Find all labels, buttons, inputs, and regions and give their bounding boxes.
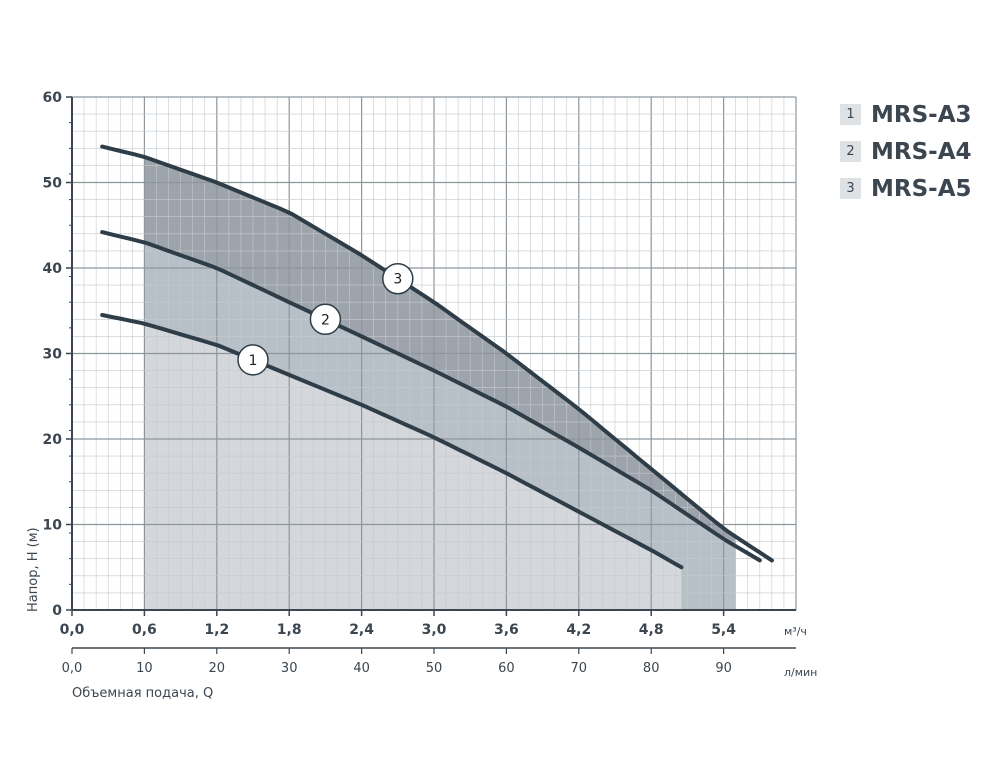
x2-tick-label: 10 [136, 661, 153, 676]
y-tick-label: 60 [43, 90, 63, 106]
legend-label: MRS-A3 [871, 101, 972, 128]
grid [71, 96, 797, 611]
x-tick-label: 0,6 [132, 622, 157, 638]
x-tick-label: 3,0 [422, 622, 447, 638]
y-tick-label: 10 [43, 518, 63, 534]
curve-marker-label: 3 [393, 272, 402, 288]
x2-tick-label: 40 [353, 661, 370, 676]
x2-tick-label: 80 [643, 661, 660, 676]
x2-tick-label: 60 [498, 661, 515, 676]
legend-number-box: 2 [840, 141, 861, 162]
y-tick-label: 50 [43, 176, 63, 192]
x-tick-label: 4,2 [566, 622, 591, 638]
x-tick-label: 5,4 [711, 622, 736, 638]
curve-marker-label: 2 [321, 312, 330, 328]
x-tick-label: 1,2 [204, 622, 229, 638]
x2-unit-label: л/мин [784, 666, 817, 679]
x2-tick-label: 70 [571, 661, 588, 676]
legend-label: MRS-A4 [871, 138, 972, 165]
x-tick-label: 0,0 [60, 622, 85, 638]
curve-markers: 1 2 3 [237, 262, 414, 376]
curve-marker-label: 1 [249, 353, 258, 369]
curves [100, 144, 774, 570]
curve-MRS-A4 [100, 230, 762, 563]
curve-MRS-A5 [100, 144, 774, 563]
x2-tick-label: 20 [209, 661, 226, 676]
y-axis-label: Напор, H (м) [26, 527, 41, 612]
x-unit-label: м³/ч [784, 625, 807, 638]
legend-number-box: 1 [840, 104, 861, 125]
legend-item: 1 MRS-A3 [840, 96, 972, 133]
shade-area-1 [144, 323, 682, 610]
curve-marker-2 [309, 303, 342, 336]
x2-tick-label: 30 [281, 661, 298, 676]
legend-label: MRS-A5 [871, 175, 972, 202]
tick-labels: 0 10 20 30 40 50 60 0,0 0,6 1,2 1,8 2,4 3,0 3,6 4,2 4,8… [43, 90, 737, 676]
y-tick-label: 30 [43, 347, 63, 363]
x2-tick-label: 0,0 [62, 661, 83, 676]
x-tick-label: 3,6 [494, 622, 519, 638]
x2-tick-label: 90 [715, 661, 732, 676]
legend-item: 2 MRS-A4 [840, 133, 972, 170]
curve-marker-1 [237, 344, 269, 376]
x2-tick-label: 50 [426, 661, 443, 676]
y-tick-label: 40 [43, 261, 63, 277]
x-tick-label: 2,4 [349, 622, 374, 638]
y-tick-label: 20 [43, 432, 63, 448]
curve-marker-3 [382, 262, 414, 295]
x-axis-label: Объемная подача, Q [72, 686, 213, 701]
legend-item: 3 MRS-A5 [840, 170, 972, 207]
legend: 1 MRS-A3 2 MRS-A4 3 MRS-A5 [840, 96, 972, 207]
y-tick-label: 0 [52, 603, 62, 619]
legend-number-box: 3 [840, 178, 861, 199]
x-tick-label: 1,8 [277, 622, 302, 638]
curve-MRS-A3 [100, 313, 684, 570]
x-tick-label: 4,8 [639, 622, 664, 638]
shaded-areas [144, 156, 736, 610]
